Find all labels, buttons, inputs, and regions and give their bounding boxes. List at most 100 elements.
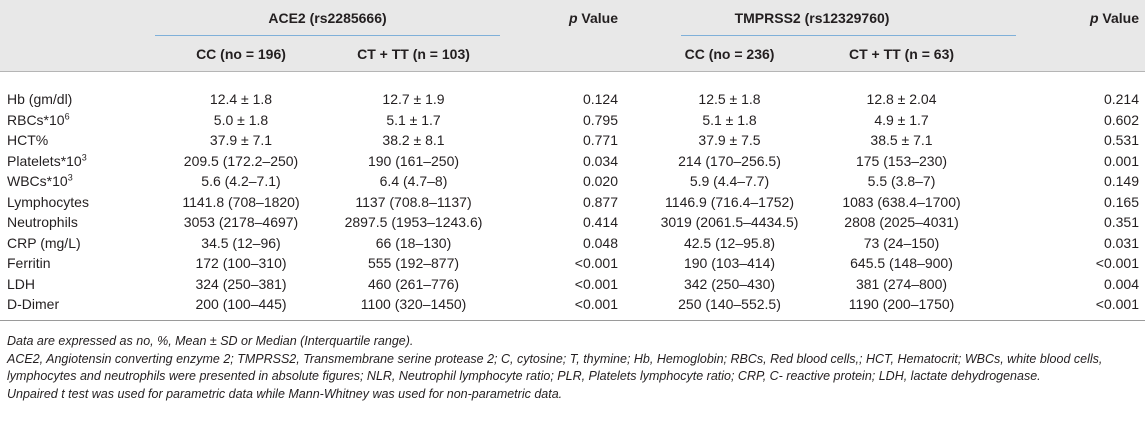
tmprss2-p-value: 0.001 [1103, 152, 1140, 169]
ace2-ct-tt-value: 12.7 ± 1.9 [382, 91, 445, 108]
row-label-text: RBCs*10 [7, 111, 65, 128]
header-empty-cell [500, 36, 640, 71]
table-bottom-rule [0, 320, 1145, 321]
tmprss2-p-value: <0.001 [1095, 255, 1140, 272]
header-empty-cell [984, 36, 1145, 71]
ace2-ct-tt-value: 5.1 ± 1.7 [386, 111, 441, 128]
table-row: Lymphocytes 1141.8 (708–1820) 1137 (708.8–… [0, 192, 1145, 213]
ace2-cc-value: 1141.8 (708–1820) [182, 193, 300, 210]
tmprss2-ct-tt-value: 1083 (638.4–1700) [842, 193, 961, 210]
pvalue-header-1: p Value [500, 0, 640, 36]
ace2-p-value: <0.001 [574, 255, 619, 272]
tmprss2-ct-tt-value: 73 (24–150) [863, 234, 940, 251]
row-label-exponent: 3 [67, 172, 73, 183]
pvalue-label-rest: Value [1098, 10, 1140, 26]
ace2-p-value: 0.795 [582, 111, 619, 128]
ace2-cc-value: 37.9 ± 7.1 [209, 132, 273, 149]
tmprss2-cc-value: 37.9 ± 7.5 [698, 132, 761, 149]
ace2-cc-value: 12.4 ± 1.8 [209, 91, 273, 108]
tmprss2-cc-value: 12.5 ± 1.8 [698, 91, 761, 108]
pvalue-header-2: p Value [984, 0, 1145, 36]
pvalue-italic-p: p [568, 10, 578, 26]
ace2-p-value: 0.414 [582, 214, 619, 231]
tmprss2-p-value: 0.149 [1103, 173, 1140, 190]
row-label: WBCs*103 [0, 171, 155, 192]
spacer-row [0, 71, 1145, 89]
row-label: Hb (gm/dl) [0, 89, 155, 110]
row-label-text: CRP (mg/L) [7, 234, 81, 251]
header-empty-cell [0, 36, 155, 71]
row-label-text: Neutrophils [7, 214, 78, 231]
ace2-p-value: 0.034 [582, 152, 619, 169]
tmprss2-p-value: 0.165 [1103, 193, 1140, 210]
tmprss2-cc-value: 5.9 (4.4–7.7) [689, 173, 770, 190]
header-empty-cell [0, 0, 155, 36]
tmprss2-ct-tt-value: 4.9 ± 1.7 [874, 111, 929, 128]
row-label: HCT% [0, 130, 155, 151]
row-label: Neutrophils [0, 212, 155, 233]
table-row: LDH 324 (250–381) 460 (261–776) <0.001 342 (… [0, 274, 1145, 295]
ace2-ct-tt-value: 6.4 (4.7–8) [379, 173, 448, 190]
table-row: HCT% 37.9 ± 7.1 38.2 ± 8.1 0.771 37.9 ± 7.5 3… [0, 130, 1145, 151]
ace2-ct-tt-value: 66 (18–130) [375, 234, 452, 251]
table-row: CRP (mg/L) 34.5 (12–96) 66 (18–130) 0.048 42… [0, 233, 1145, 254]
footnote-line: Unpaired t test was used for parametric … [7, 386, 563, 401]
row-label-text: WBCs*10 [7, 173, 68, 190]
ace2-ct-tt-value: 1100 (320–1450) [360, 296, 467, 313]
ace2-cc-value: 34.5 (12–96) [201, 234, 281, 251]
ace2-cc-value: 5.0 ± 1.8 [213, 111, 269, 128]
ace2-cc-value: 324 (250–381) [195, 275, 287, 292]
header-row-subgroups: CC (no = 196) CT + TT (n = 103) CC (no =… [0, 36, 1145, 71]
ace2-ct-tt-value: 1137 (708.8–1137) [355, 193, 472, 210]
row-label-text: Platelets*10 [7, 152, 82, 169]
row-label: Lymphocytes [0, 192, 155, 213]
tmprss2-cc-value: 42.5 (12–95.8) [683, 234, 776, 251]
row-label: LDH [0, 274, 155, 295]
row-label-text: D-Dimer [7, 296, 60, 313]
footnote-line: Data are expressed as no, %, Mean ± SD o… [7, 334, 414, 348]
tmprss2-p-value: 0.602 [1103, 111, 1140, 128]
g1-col1-header: CC (no = 196) [196, 45, 286, 62]
table-row: Hb (gm/dl) 12.4 ± 1.8 12.7 ± 1.9 0.124 12.5 … [0, 89, 1145, 110]
ace2-ct-tt-value: 460 (261–776) [367, 275, 460, 292]
g1-col2-header: CT + TT (n = 103) [357, 45, 470, 62]
header-row-groups: ACE2 (rs2285666) p Value TMPRSS2 (rs1232… [0, 0, 1145, 36]
table-row: WBCs*103 5.6 (4.2–7.1) 6.4 (4.7–8) 0.020 5.9… [0, 171, 1145, 192]
tmprss2-ct-tt-value: 381 (274–800) [855, 275, 948, 292]
table-row: Neutrophils 3053 (2178–4697) 2897.5 (1953–… [0, 212, 1145, 233]
ace2-ct-tt-value: 555 (192–877) [367, 255, 460, 272]
tmprss2-p-value: 0.351 [1103, 214, 1140, 231]
tmprss2-cc-value: 250 (140–552.5) [678, 296, 781, 313]
ace2-p-value: 0.124 [582, 91, 619, 108]
tmprss2-cc-value: 190 (103–414) [683, 255, 776, 272]
ace2-p-value: <0.001 [574, 275, 619, 292]
table-row: RBCs*106 5.0 ± 1.8 5.1 ± 1.7 0.795 5.1 ± 1.8… [0, 110, 1145, 131]
ace2-cc-value: 209.5 (172.2–250) [183, 152, 299, 169]
row-label-text: Lymphocytes [7, 193, 89, 210]
tmprss2-ct-tt-value: 645.5 (148–900) [850, 255, 953, 272]
table-row: Platelets*103 209.5 (172.2–250) 190 (161–2… [0, 151, 1145, 172]
ace2-p-value: <0.001 [574, 296, 619, 313]
g2-col1-header: CC (no = 236) [684, 45, 775, 62]
tmprss2-ct-tt-value: 2808 (2025–4031) [844, 214, 959, 231]
ace2-cc-value: 3053 (2178–4697) [183, 214, 299, 231]
row-label-exponent: 3 [81, 152, 87, 163]
row-label: Ferritin [0, 253, 155, 274]
header-bottom-rule [0, 71, 1145, 72]
tmprss2-cc-value: 5.1 ± 1.8 [702, 111, 757, 128]
tmprss2-cc-value: 1146.9 (716.4–1752) [665, 193, 794, 210]
row-label-text: Hb (gm/dl) [7, 91, 73, 108]
ace2-p-value: 0.877 [582, 193, 619, 210]
ace2-cc-value: 172 (100–310) [195, 255, 287, 272]
results-table: ACE2 (rs2285666) p Value TMPRSS2 (rs1232… [0, 0, 1145, 315]
tmprss2-ct-tt-value: 1190 (200–1750) [848, 296, 955, 313]
ace2-p-value: 0.020 [582, 173, 619, 190]
tmprss2-p-value: 0.004 [1103, 275, 1140, 292]
ace2-cc-value: 5.6 (4.2–7.1) [201, 173, 281, 190]
row-label: RBCs*106 [0, 110, 155, 131]
tmprss2-cc-value: 342 (250–430) [683, 275, 776, 292]
group1-title: ACE2 (rs2285666) [268, 10, 387, 26]
table-body: Hb (gm/dl) 12.4 ± 1.8 12.7 ± 1.9 0.124 12.5 … [0, 89, 1145, 315]
tmprss2-ct-tt-value: 5.5 (3.8–7) [867, 173, 936, 190]
ace2-p-value: 0.771 [582, 132, 619, 149]
